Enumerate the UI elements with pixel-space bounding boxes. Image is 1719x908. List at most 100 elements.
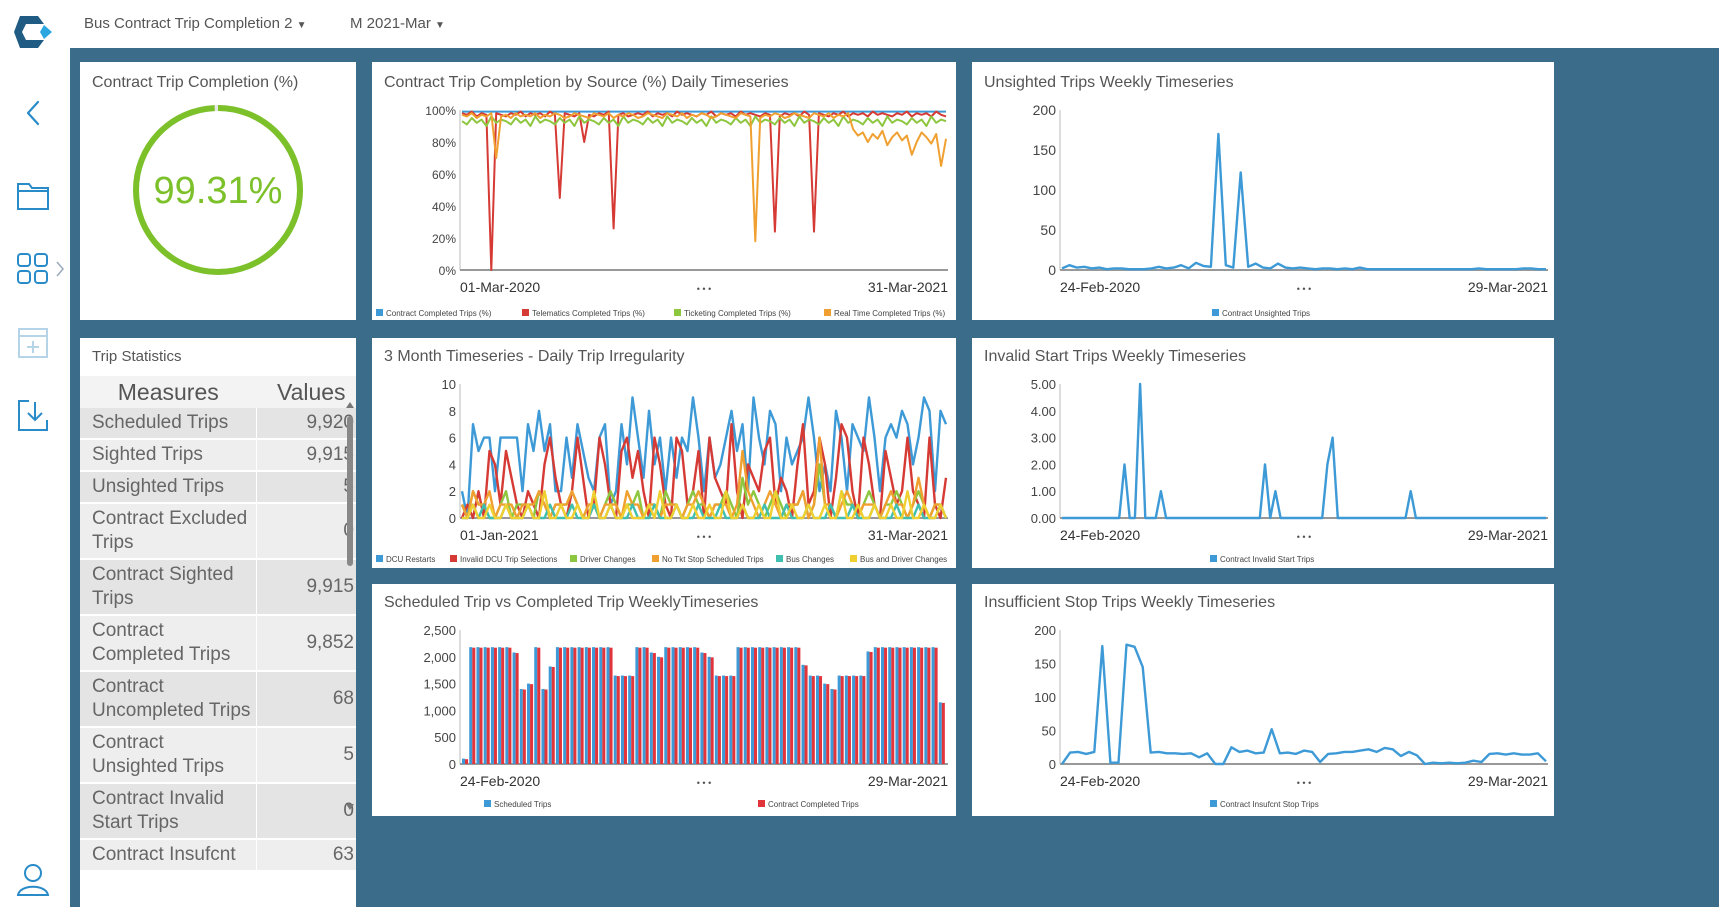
bar-scheduled[interactable] (924, 647, 928, 764)
series-line-4[interactable] (461, 112, 947, 243)
invalid-start-chart-panel[interactable]: Invalid Start Trips Weekly Timeseries 0.… (972, 338, 1554, 568)
bar-completed[interactable] (688, 647, 693, 764)
bar-completed[interactable] (934, 647, 938, 764)
bar-completed[interactable] (710, 657, 714, 764)
series-line-1[interactable] (1062, 382, 1546, 520)
bar-scheduled[interactable] (570, 647, 574, 764)
bar-scheduled[interactable] (548, 666, 552, 764)
bar-scheduled[interactable] (519, 688, 523, 764)
table-row[interactable]: Contract Uncompleted Trips 68 (80, 671, 356, 728)
bar-completed[interactable] (515, 653, 519, 764)
series-line-1[interactable] (1061, 643, 1547, 766)
bar-completed[interactable] (811, 676, 815, 764)
bar-completed[interactable] (768, 647, 772, 764)
legend-label[interactable]: Bus Changes (786, 555, 834, 564)
x-ellipsis[interactable]: • • • (697, 778, 711, 788)
bar-completed[interactable] (819, 676, 823, 764)
bar-completed[interactable] (472, 647, 476, 764)
bar-completed[interactable] (674, 647, 678, 764)
bar-completed[interactable] (732, 676, 736, 764)
bar-scheduled[interactable] (909, 647, 913, 764)
bar-scheduled[interactable] (852, 675, 856, 764)
bar-scheduled[interactable] (649, 652, 653, 764)
bar-completed[interactable] (833, 689, 837, 764)
bar-scheduled[interactable] (534, 647, 538, 764)
bar-completed[interactable] (623, 676, 627, 764)
bar-scheduled[interactable] (606, 647, 610, 764)
table-row[interactable]: Sighted Trips 9,915 (80, 439, 356, 472)
bar-completed[interactable] (573, 647, 577, 764)
back-icon[interactable] (14, 94, 52, 132)
bar-completed[interactable] (927, 647, 931, 764)
bar-scheduled[interactable] (750, 647, 754, 764)
table-row[interactable]: Contract Completed Trips 9,852 (80, 615, 356, 672)
bar-completed[interactable] (479, 647, 483, 764)
insufficient-stop-chart-panel[interactable]: Insufficient Stop Trips Weekly Timeserie… (972, 584, 1554, 816)
bar-completed[interactable] (920, 647, 924, 764)
bar-scheduled[interactable] (779, 647, 783, 764)
bar-completed[interactable] (703, 653, 707, 764)
legend-label[interactable]: Driver Changes (580, 555, 636, 564)
bar-scheduled[interactable] (483, 647, 487, 764)
legend-label[interactable]: Contract Insufcnt Stop Trips (1220, 800, 1319, 809)
legend-label[interactable]: Contract Completed Trips (%) (386, 309, 492, 318)
bar-completed[interactable] (797, 647, 801, 764)
bar-scheduled[interactable] (837, 675, 841, 764)
bar-completed[interactable] (501, 647, 505, 764)
bar-scheduled[interactable] (866, 651, 870, 764)
bar-completed[interactable] (595, 647, 599, 764)
bar-scheduled[interactable] (729, 675, 733, 764)
bar-completed[interactable] (530, 684, 534, 764)
bar-scheduled[interactable] (707, 656, 711, 764)
bar-scheduled[interactable] (577, 647, 581, 764)
bar-completed[interactable] (912, 647, 916, 764)
bar-scheduled[interactable] (505, 647, 509, 764)
bar-completed[interactable] (537, 647, 541, 764)
unsighted-chart-panel[interactable]: Unsighted Trips Weekly Timeseries 0 50 100… (972, 62, 1554, 320)
bar-scheduled[interactable] (671, 647, 675, 764)
table-row[interactable]: Contract Invalid Start Trips 0 (80, 783, 356, 840)
x-ellipsis[interactable]: • • • (1297, 778, 1311, 788)
bar-completed[interactable] (667, 647, 671, 764)
values-header[interactable]: Values (256, 376, 356, 408)
legend-label[interactable]: Contract Invalid Start Trips (1220, 555, 1314, 564)
table-row[interactable]: Contract Insufcnt 63 (80, 839, 356, 872)
bar-completed[interactable] (790, 647, 794, 764)
bar-completed[interactable] (696, 647, 700, 764)
source-chart-panel[interactable]: Contract Trip Completion by Source (%) D… (372, 62, 956, 320)
legend-label[interactable]: DCU Restarts (386, 555, 435, 564)
dashboard-select[interactable]: Bus Contract Trip Completion 2 ▼ (84, 15, 307, 32)
bar-completed[interactable] (616, 676, 620, 764)
bar-completed[interactable] (739, 647, 743, 764)
bar-completed[interactable] (840, 676, 844, 764)
bar-scheduled[interactable] (787, 647, 791, 764)
bar-completed[interactable] (941, 702, 945, 764)
bar-scheduled[interactable] (873, 647, 877, 764)
bar-completed[interactable] (652, 653, 656, 764)
legend-label[interactable]: Ticketing Completed Trips (%) (684, 309, 791, 318)
bar-scheduled[interactable] (859, 675, 863, 764)
bar-completed[interactable] (855, 676, 859, 764)
trip-statistics-panel[interactable]: Trip Statistics Measures Values Schedule… (80, 338, 356, 908)
bar-completed[interactable] (826, 684, 830, 764)
bar-completed[interactable] (884, 647, 888, 764)
bar-scheduled[interactable] (736, 647, 740, 764)
bar-completed[interactable] (876, 647, 880, 764)
bar-scheduled[interactable] (527, 683, 531, 764)
bar-scheduled[interactable] (512, 652, 516, 764)
bar-scheduled[interactable] (498, 647, 502, 764)
bar-scheduled[interactable] (635, 647, 639, 764)
bar-completed[interactable] (602, 647, 606, 764)
bar-completed[interactable] (609, 647, 613, 764)
irregularity-chart-panel[interactable]: 3 Month Timeseries - Daily Trip Irregula… (372, 338, 956, 568)
bar-completed[interactable] (869, 651, 873, 764)
bar-scheduled[interactable] (917, 647, 921, 764)
bar-completed[interactable] (551, 666, 555, 764)
bar-scheduled[interactable] (693, 647, 697, 764)
bar-completed[interactable] (580, 647, 584, 764)
x-ellipsis[interactable]: • • • (697, 532, 711, 542)
bar-completed[interactable] (493, 647, 497, 764)
bar-scheduled[interactable] (722, 675, 726, 764)
bar-scheduled[interactable] (678, 647, 682, 764)
